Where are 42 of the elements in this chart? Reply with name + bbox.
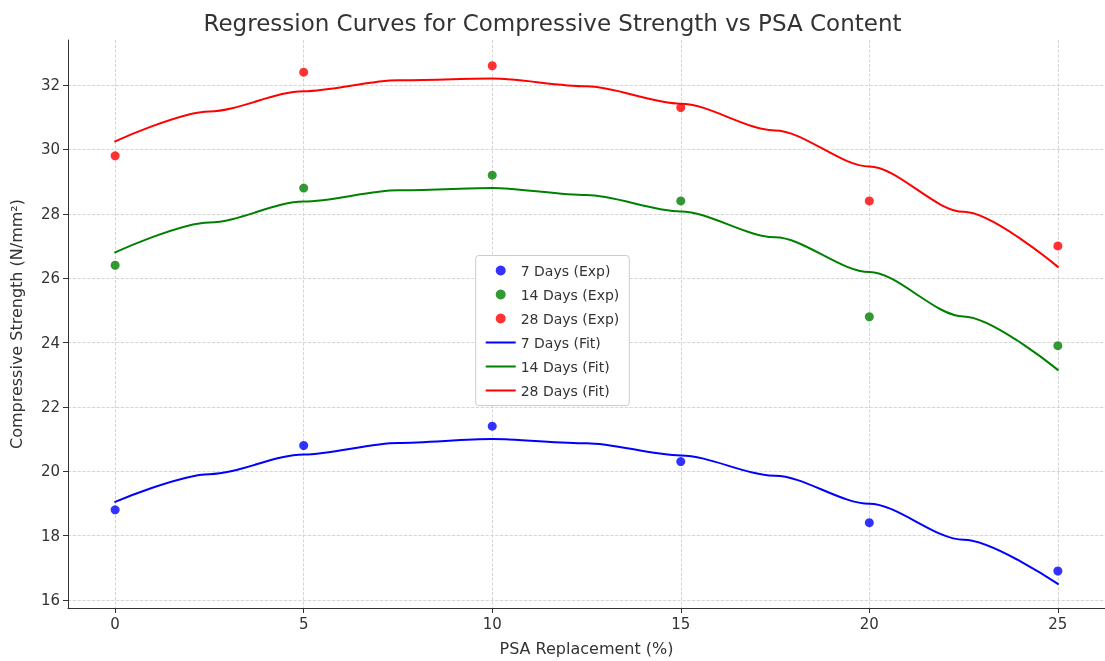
- point: [110, 260, 120, 270]
- point: [487, 421, 497, 431]
- chart-title: Regression Curves for Compressive Strength vs PSA Content: [203, 9, 902, 36]
- point: [1053, 341, 1063, 351]
- point: [864, 196, 874, 206]
- point: [864, 312, 874, 322]
- y-tick-label: 20: [40, 462, 60, 481]
- y-tick-label: 32: [40, 76, 60, 95]
- legend-label: 14 Days (Fit): [520, 358, 610, 375]
- point: [864, 518, 874, 528]
- y-tick-label: 24: [40, 333, 60, 352]
- point: [1053, 241, 1063, 251]
- legend-label: 28 Days (Exp): [520, 310, 620, 327]
- point: [487, 170, 497, 180]
- legend-label: 7 Days (Fit): [520, 334, 601, 351]
- point: [110, 151, 120, 161]
- legend-label: 14 Days (Exp): [520, 286, 620, 303]
- y-tick-label: 26: [40, 269, 60, 288]
- point: [676, 196, 686, 206]
- point: [299, 440, 309, 450]
- x-tick-label: 20: [859, 614, 879, 633]
- x-tick-label: 5: [298, 614, 309, 633]
- line-series: [114, 438, 1059, 585]
- y-tick-label: 16: [40, 590, 60, 609]
- y-tick-label: 22: [40, 397, 60, 416]
- point: [110, 505, 120, 515]
- point: [299, 67, 309, 77]
- x-tick-label: 10: [482, 614, 502, 633]
- y-tick-label: 28: [40, 204, 60, 223]
- x-axis-title: PSA Replacement (%): [499, 638, 674, 658]
- legend-label: 28 Days (Fit): [520, 382, 610, 399]
- point: [1053, 566, 1063, 576]
- y-tick-label: 18: [40, 526, 60, 545]
- x-tick-label: 25: [1048, 614, 1068, 633]
- x-tick-label: 0: [110, 614, 120, 633]
- legend-label: 7 Days (Exp): [520, 262, 611, 279]
- point: [676, 457, 686, 467]
- y-tick-label: 30: [40, 140, 60, 159]
- y-axis-title: Compressive Strength (N/mm²): [6, 198, 26, 450]
- point: [487, 61, 497, 71]
- point: [299, 183, 309, 193]
- x-tick-label: 15: [671, 614, 691, 633]
